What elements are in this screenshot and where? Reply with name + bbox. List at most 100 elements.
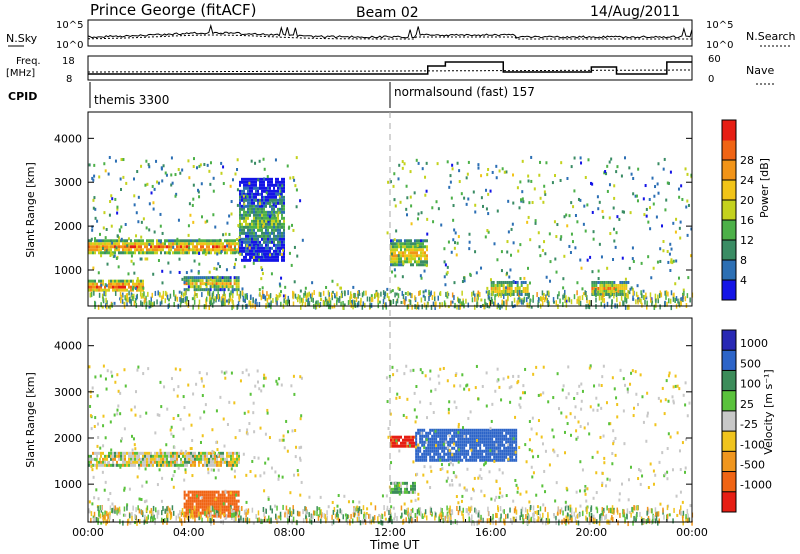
velocity-cell [477,428,480,432]
velocity-cell [531,475,534,479]
velocity-cell [419,455,422,459]
power-cell [180,251,182,255]
velocity-cell [566,422,569,426]
power-cell [259,186,261,190]
velocity-cell [477,437,480,441]
velocity-cell [299,417,302,421]
velocity-cell [195,511,198,515]
velocity-cell [427,452,430,456]
power-cell [605,283,608,287]
power-cell [297,294,300,300]
power-cell [235,285,238,289]
velocity-cell [421,458,424,462]
velocity-cell [184,449,187,453]
power-cell [492,283,495,287]
velocity-cell [480,489,483,493]
power-cell [259,222,261,226]
power-cell [674,282,677,286]
power-cell [141,292,144,298]
velocity-cell [104,436,107,440]
power-cell [136,285,138,289]
velocity-cell [412,444,414,448]
velocity-cell [501,494,504,498]
velocity-cell [532,455,535,459]
velocity-cell [210,463,212,467]
power-cell [92,285,94,289]
velocity-cell [221,511,224,515]
velocity-cell [429,437,432,441]
velocity-cell [475,443,478,447]
velocity-cell [92,451,94,455]
velocity-cell [96,444,99,448]
power-cell [270,304,272,310]
velocity-cell [109,420,112,424]
power-cell [271,258,273,262]
velocity-cell [132,457,134,461]
velocity-cell [417,443,420,447]
power-cell [168,248,170,252]
power-cell [195,282,198,286]
power-cell [247,180,249,184]
power-cell [503,294,505,300]
velocity-cell [499,458,502,462]
power-cell [463,279,466,283]
power-cell [152,248,154,252]
power-cell [156,242,158,246]
power-cell [123,301,126,305]
power-cell [269,222,271,226]
power-cell [162,242,164,246]
power-cell [659,290,662,296]
power-cell [269,198,271,202]
velocity-cell [223,371,226,375]
power-cell [426,257,428,261]
power-cell [244,293,246,299]
velocity-cell [88,460,90,464]
power-cell [342,304,344,310]
power-cell [88,251,90,255]
power-cell [270,213,273,217]
power-cell [160,242,162,246]
velocity-cell [96,460,98,464]
power-cell [609,232,612,236]
power-cell [680,297,682,303]
power-cell [255,177,257,181]
velocity-cell [459,434,462,438]
power-cell [488,293,490,299]
power-cell [303,292,305,298]
velocity-cell [197,508,200,512]
power-cell [233,279,236,283]
velocity-cell [622,377,625,381]
power-cell [600,295,603,301]
velocity-cell [446,446,449,450]
power-cell [446,265,449,269]
power-cell [573,189,576,193]
power-cell [425,304,428,310]
velocity-cell [233,496,236,500]
velocity-cell [528,500,531,504]
power-cell [271,228,273,232]
power-cell [253,234,255,238]
velocity-cell [431,440,434,444]
velocity-cell [207,493,210,497]
velocity-cell [548,463,551,467]
power-cell [273,189,275,193]
power-cell [338,296,341,302]
power-cell [132,282,134,286]
power-cell [228,298,231,304]
power-cell [273,210,275,214]
power-cell [227,276,230,280]
velocity-cell [525,460,528,464]
power-cell [390,263,392,267]
velocity-cell [252,521,255,525]
power-cell [263,210,265,214]
velocity-cell [274,470,277,474]
power-cell [134,286,137,290]
power-cell [394,204,397,208]
power-cell [243,198,245,202]
power-cell [192,197,195,201]
power-cell [488,305,491,309]
power-cell [279,234,281,238]
power-cell [241,237,243,241]
power-cell [267,220,270,224]
